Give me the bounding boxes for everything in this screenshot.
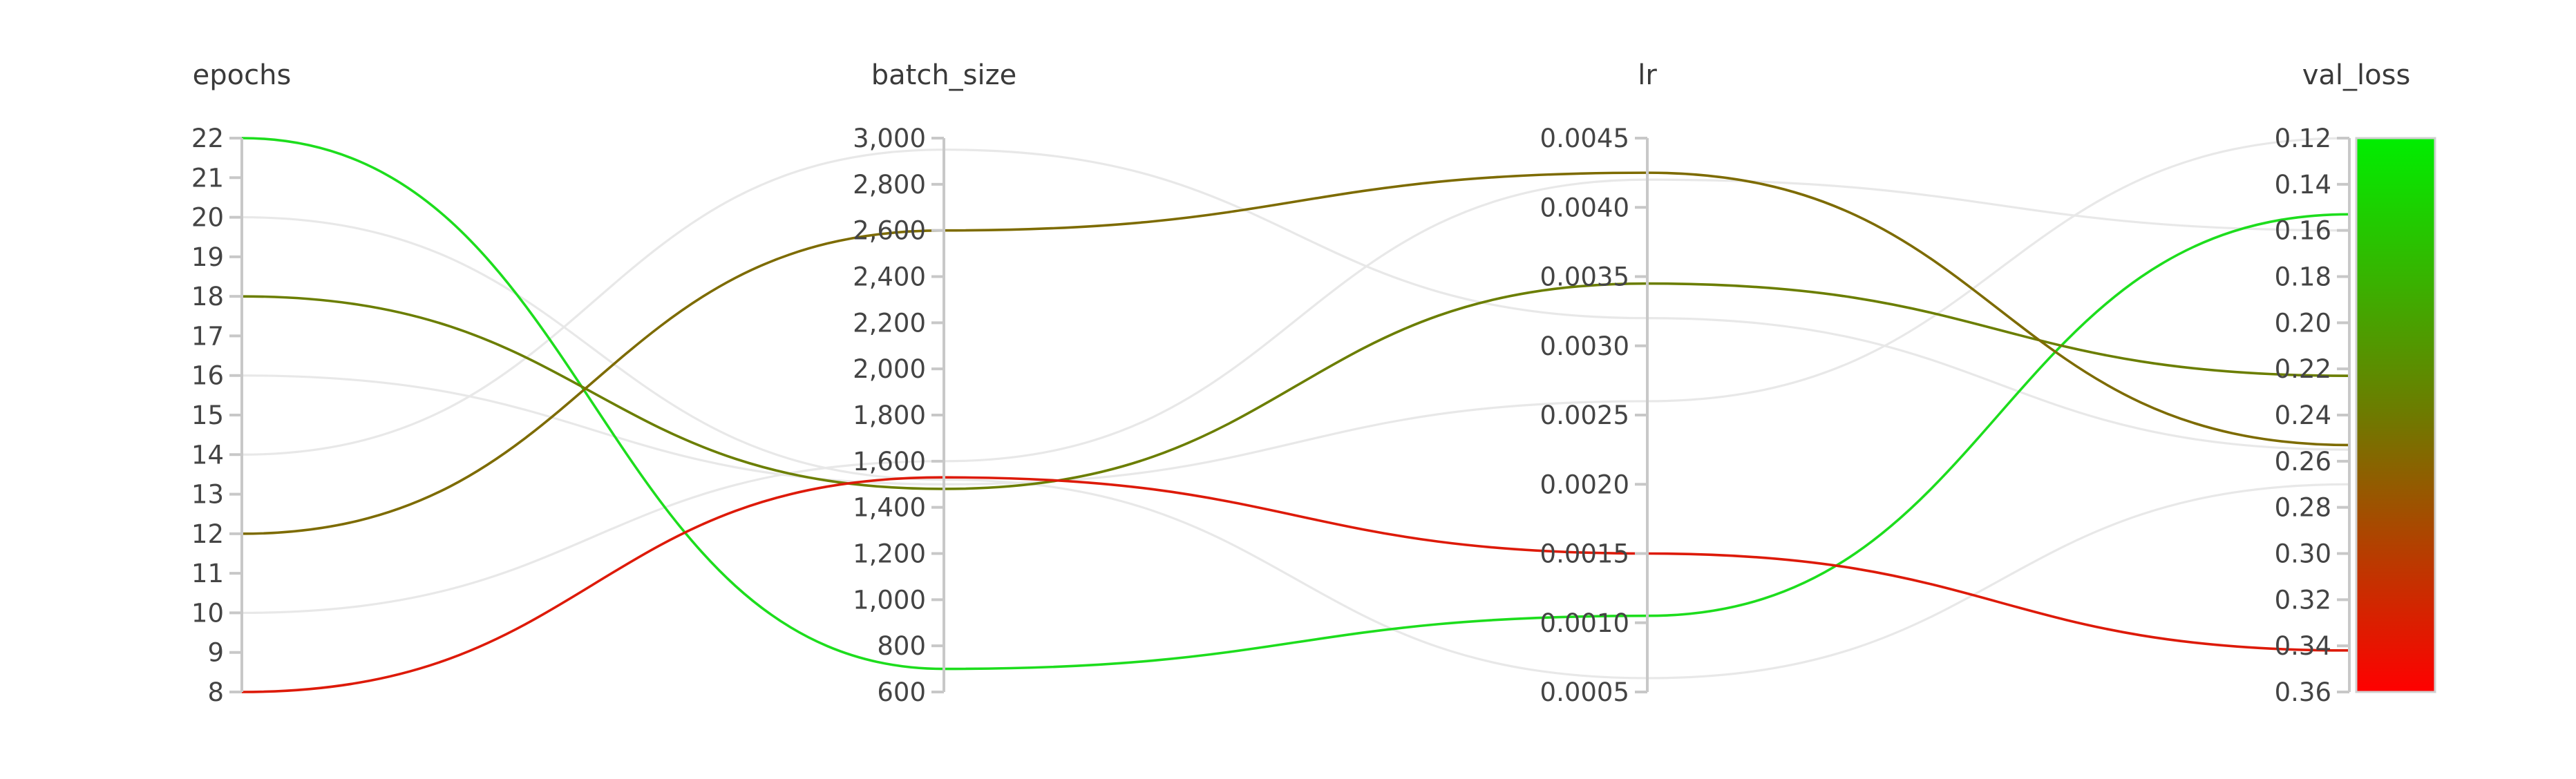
val-loss-colorbar	[2355, 137, 2436, 693]
tick-label-val_loss-7: 0.26	[2275, 447, 2331, 477]
tick-label-val_loss-0: 0.12	[2275, 124, 2331, 153]
axis-batch_size: batch_size 600 800 1,000 1,200 1,400 1,600 1,80…	[853, 59, 1016, 707]
tick-label-batch_size-12: 3,000	[853, 124, 926, 153]
tick-label-epochs-1: 9	[207, 638, 224, 668]
axis-epochs: epochs 8 9 10 11 12 13 14 15 16 17 18 19 20 21 22	[191, 59, 291, 707]
tick-label-val_loss-1: 0.14	[2275, 170, 2331, 200]
tick-label-epochs-5: 13	[191, 480, 224, 510]
tick-label-epochs-3: 11	[191, 559, 224, 588]
axis-val_loss: val_loss 0.12 0.14 0.16 0.18 0.20 0.22 0.24 0.26…	[2275, 59, 2436, 707]
tick-label-lr-8: 0.0045	[1540, 124, 1629, 153]
tick-label-batch_size-8: 2,200	[853, 308, 926, 338]
tick-label-val_loss-6: 0.24	[2275, 401, 2331, 430]
run-line-3	[241, 171, 2350, 535]
axis-title-epochs: epochs	[193, 59, 292, 91]
tick-label-epochs-6: 14	[191, 440, 224, 470]
tick-label-val_loss-10: 0.32	[2275, 585, 2331, 615]
tick-label-val_loss-12: 0.36	[2275, 677, 2331, 707]
tick-label-batch_size-9: 2,400	[853, 262, 926, 292]
tick-label-epochs-13: 21	[191, 163, 224, 193]
tick-label-epochs-10: 18	[191, 282, 224, 311]
tick-label-val_loss-11: 0.34	[2275, 631, 2331, 661]
tick-label-batch_size-4: 1,400	[853, 493, 926, 523]
tick-label-lr-4: 0.0025	[1540, 401, 1629, 430]
tick-label-lr-7: 0.0040	[1540, 193, 1629, 222]
axes-group: epochs 8 9 10 11 12 13 14 15 16 17 18 19 20 21 22 batch_…	[191, 59, 2436, 707]
tick-label-epochs-2: 10	[191, 598, 224, 628]
tick-label-val_loss-8: 0.28	[2275, 493, 2331, 523]
axis-title-lr: lr	[1638, 59, 1657, 91]
tick-label-batch_size-6: 1,800	[853, 401, 926, 430]
tick-label-batch_size-10: 2,600	[853, 216, 926, 246]
background-run-line-3	[241, 148, 2350, 456]
tick-label-val_loss-5: 0.22	[2275, 354, 2331, 384]
background-run-line-1	[241, 215, 2350, 680]
tick-label-lr-1: 0.0010	[1540, 608, 1629, 638]
axis-lr: lr 0.0005 0.0010 0.0015 0.0020 0.0025 0.0030 0.…	[1540, 59, 1658, 707]
tick-label-batch_size-5: 1,600	[853, 447, 926, 477]
tick-label-epochs-12: 20	[191, 203, 224, 233]
tick-label-batch_size-3: 1,200	[853, 539, 926, 569]
axis-title-batch_size: batch_size	[871, 59, 1017, 91]
tick-label-epochs-7: 15	[191, 401, 224, 430]
tick-label-batch_size-1: 800	[877, 631, 926, 661]
tick-label-val_loss-4: 0.20	[2275, 308, 2331, 338]
tick-label-batch_size-0: 600	[877, 677, 926, 707]
tick-label-val_loss-3: 0.18	[2275, 262, 2331, 292]
background-run-line-4	[241, 178, 2350, 615]
tick-label-batch_size-7: 2,000	[853, 354, 926, 384]
run-line-1	[241, 137, 2350, 671]
tick-label-batch_size-2: 1,000	[853, 585, 926, 615]
tick-label-lr-5: 0.0030	[1540, 331, 1629, 361]
tick-label-epochs-9: 17	[191, 321, 224, 351]
background-run-lines	[241, 137, 2350, 680]
background-run-line-2	[241, 137, 2350, 485]
tick-label-epochs-4: 12	[191, 519, 224, 549]
highlighted-run-lines	[241, 137, 2350, 693]
tick-label-lr-0: 0.0005	[1540, 677, 1629, 707]
tick-label-epochs-14: 22	[191, 124, 224, 153]
run-line-4	[241, 476, 2350, 693]
tick-label-epochs-11: 19	[191, 242, 224, 272]
tick-label-lr-3: 0.0020	[1540, 470, 1629, 499]
tick-label-lr-6: 0.0035	[1540, 262, 1629, 292]
tick-label-val_loss-9: 0.30	[2275, 539, 2331, 569]
tick-label-epochs-0: 8	[207, 677, 224, 707]
tick-label-lr-2: 0.0015	[1540, 539, 1629, 569]
tick-label-epochs-8: 16	[191, 361, 224, 391]
tick-label-val_loss-2: 0.16	[2275, 216, 2331, 246]
tick-label-batch_size-11: 2,800	[853, 170, 926, 200]
run-line-2	[241, 282, 2350, 490]
axis-title-val_loss: val_loss	[2302, 59, 2411, 91]
